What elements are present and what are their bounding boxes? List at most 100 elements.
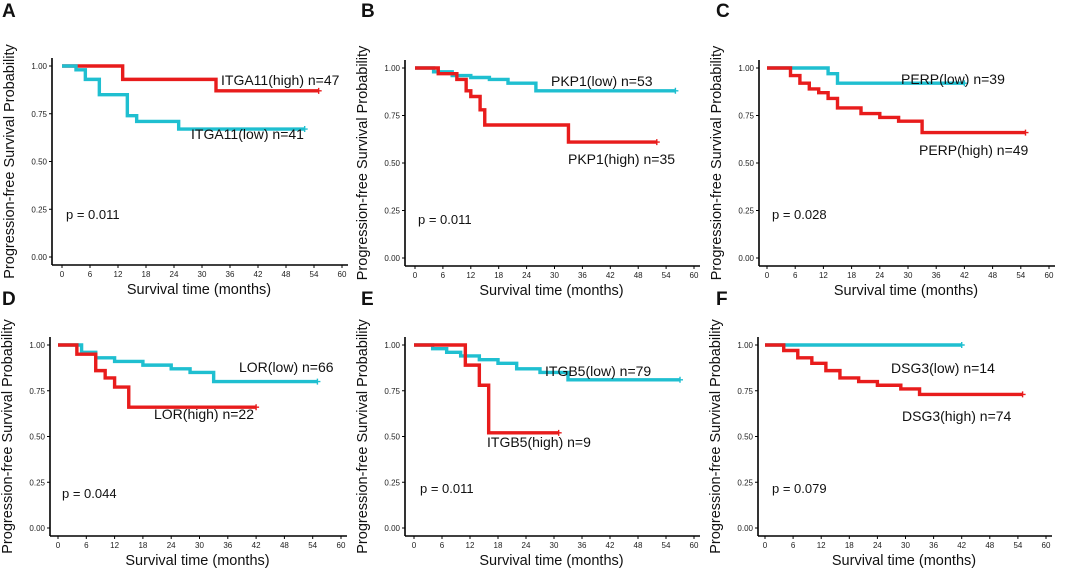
x-tick-label: 30 — [198, 270, 207, 279]
p-value: p = 0.011 — [418, 212, 472, 227]
x-axis-label: Survival time (months) — [479, 283, 623, 299]
p-value: p = 0.011 — [420, 481, 474, 496]
series-label-low: PKP1(low) n=53 — [551, 73, 653, 89]
y-tick-label: 0.75 — [738, 112, 754, 121]
y-tick-label: 1.00 — [737, 341, 753, 350]
km-panel-e: E 0.00 0.25 0.50 0.75 1.00 0 6 12 18 24 30 36 42 48 54 6… — [355, 289, 700, 569]
km-curve-high — [415, 66, 657, 144]
y-tick-label: 0.50 — [31, 158, 47, 167]
x-tick-label: 48 — [985, 541, 994, 550]
y-tick-label: 0.00 — [384, 254, 400, 263]
series-label-high: ITGA11(high) n=47 — [221, 72, 340, 88]
y-tick-label: 1.00 — [384, 341, 400, 350]
km-panel-a: A 0.00 0.25 0.50 0.75 1.00 0 6 12 18 24 30 36 42 48 54 6… — [2, 1, 348, 298]
x-tick-label: 24 — [522, 541, 531, 550]
km-curve-high — [62, 64, 319, 93]
x-axis-label: Survival time (months) — [125, 553, 269, 569]
x-tick-label: 54 — [1013, 541, 1022, 550]
x-tick-label: 12 — [466, 541, 475, 550]
x-tick-label: 54 — [662, 271, 671, 280]
x-tick-label: 42 — [252, 541, 261, 550]
km-curve-low — [58, 343, 318, 384]
censor-mark — [1019, 391, 1026, 398]
x-tick-label: 48 — [988, 271, 997, 280]
x-tick-label: 24 — [875, 271, 884, 280]
km-curve-low — [414, 343, 680, 382]
x-tick-label: 48 — [280, 541, 289, 550]
series-label-low: LOR(low) n=66 — [239, 359, 334, 375]
y-tick-label: 0.50 — [737, 433, 753, 442]
x-tick-label: 60 — [1045, 271, 1054, 280]
km-curve-high — [58, 343, 257, 409]
x-tick-label: 60 — [337, 541, 346, 550]
censor-mark — [653, 139, 660, 146]
panel-letter: B — [361, 1, 375, 22]
y-tick-label: 0.25 — [737, 478, 753, 487]
x-tick-label: 30 — [901, 541, 910, 550]
x-tick-label: 42 — [606, 541, 615, 550]
x-tick-label: 48 — [282, 270, 291, 279]
censor-mark — [677, 376, 683, 383]
x-tick-label: 42 — [957, 541, 966, 550]
x-tick-label: 18 — [845, 541, 854, 550]
x-tick-label: 6 — [440, 541, 445, 550]
y-tick-label: 0.50 — [384, 159, 400, 168]
x-tick-label: 54 — [662, 541, 671, 550]
x-tick-label: 12 — [466, 271, 475, 280]
x-tick-label: 42 — [254, 270, 263, 279]
x-tick-label: 18 — [494, 271, 503, 280]
x-tick-label: 36 — [226, 270, 235, 279]
x-tick-label: 12 — [817, 541, 826, 550]
km-panel-c: C 0.00 0.25 0.50 0.75 1.00 0 6 12 18 24 30 36 42 48 54 6… — [709, 1, 1055, 299]
panel-letter: D — [2, 289, 16, 310]
x-tick-label: 30 — [550, 541, 559, 550]
y-tick-label: 0.50 — [384, 433, 400, 442]
censor-mark — [1022, 129, 1029, 136]
panel-letter: C — [716, 1, 730, 22]
p-value: p = 0.044 — [62, 486, 117, 501]
series-label-high: LOR(high) n=22 — [154, 406, 254, 422]
x-tick-label: 0 — [60, 270, 65, 279]
censor-mark — [672, 87, 679, 94]
censor-mark — [961, 80, 968, 87]
y-tick-label: 0.75 — [384, 112, 400, 121]
x-tick-label: 6 — [88, 270, 93, 279]
x-tick-label: 42 — [960, 271, 969, 280]
p-value: p = 0.011 — [66, 207, 120, 222]
y-tick-label: 0.75 — [384, 387, 400, 396]
x-tick-label: 0 — [763, 541, 768, 550]
km-panel-b: B 0.00 0.25 0.50 0.75 1.00 0 6 12 18 24 30 36 42 48 54 6… — [355, 1, 700, 299]
x-axis-label: Survival time (months) — [832, 553, 976, 569]
x-tick-label: 6 — [791, 541, 796, 550]
x-tick-label: 0 — [765, 271, 770, 280]
x-tick-label: 6 — [84, 541, 89, 550]
x-tick-label: 18 — [142, 270, 151, 279]
y-tick-label: 0.25 — [384, 207, 400, 216]
x-tick-label: 48 — [634, 541, 643, 550]
x-tick-label: 36 — [223, 541, 232, 550]
p-value: p = 0.028 — [772, 207, 827, 222]
x-tick-label: 30 — [904, 271, 913, 280]
y-tick-label: 0.50 — [738, 159, 754, 168]
x-tick-label: 6 — [793, 271, 798, 280]
x-tick-label: 12 — [110, 541, 119, 550]
y-axis-label: Progression-free Survival Probability — [709, 45, 725, 280]
x-tick-label: 24 — [170, 270, 179, 279]
panel-letter: E — [361, 289, 374, 310]
y-tick-label: 1.00 — [384, 64, 400, 73]
x-axis-label: Survival time (months) — [479, 553, 623, 569]
y-tick-label: 1.00 — [29, 341, 45, 350]
panel-letter: A — [2, 1, 16, 22]
y-tick-label: 0.00 — [384, 524, 400, 533]
y-tick-label: 0.00 — [31, 253, 47, 262]
x-tick-label: 48 — [634, 271, 643, 280]
x-tick-label: 36 — [578, 541, 587, 550]
x-tick-label: 24 — [522, 271, 531, 280]
y-tick-label: 0.25 — [384, 478, 400, 487]
x-tick-label: 54 — [1016, 271, 1025, 280]
x-axis-label: Survival time (months) — [127, 282, 271, 298]
y-tick-label: 0.75 — [29, 387, 45, 396]
x-tick-label: 18 — [138, 541, 147, 550]
x-tick-label: 30 — [550, 271, 559, 280]
